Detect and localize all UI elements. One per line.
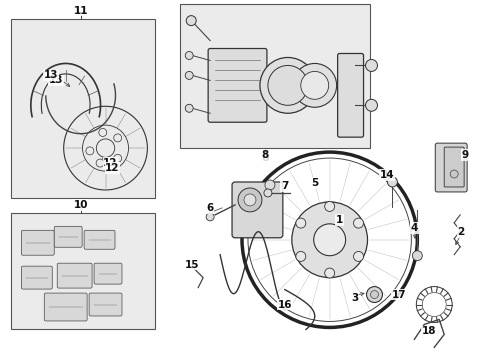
Text: 7: 7 bbox=[281, 181, 288, 191]
Circle shape bbox=[185, 71, 193, 80]
FancyBboxPatch shape bbox=[94, 263, 122, 284]
Circle shape bbox=[353, 251, 363, 261]
Circle shape bbox=[291, 202, 367, 278]
Text: 11: 11 bbox=[73, 6, 88, 15]
Circle shape bbox=[300, 71, 328, 99]
Text: 15: 15 bbox=[184, 260, 199, 270]
Circle shape bbox=[260, 58, 315, 113]
Circle shape bbox=[324, 268, 334, 278]
Text: 8: 8 bbox=[261, 150, 268, 160]
Circle shape bbox=[449, 170, 457, 178]
Circle shape bbox=[206, 213, 214, 221]
Bar bbox=[180, 4, 369, 148]
Text: 3: 3 bbox=[350, 293, 358, 302]
Circle shape bbox=[185, 104, 193, 112]
Circle shape bbox=[313, 224, 345, 256]
Circle shape bbox=[295, 251, 305, 261]
Circle shape bbox=[324, 202, 334, 211]
Circle shape bbox=[292, 63, 336, 107]
FancyBboxPatch shape bbox=[21, 266, 52, 289]
FancyBboxPatch shape bbox=[84, 230, 115, 249]
Circle shape bbox=[295, 218, 305, 228]
Text: 18: 18 bbox=[421, 327, 436, 336]
FancyBboxPatch shape bbox=[44, 293, 87, 321]
Text: 9: 9 bbox=[461, 150, 468, 160]
Circle shape bbox=[114, 134, 122, 142]
Text: 1: 1 bbox=[335, 215, 343, 225]
Text: 16: 16 bbox=[277, 300, 291, 310]
Text: 5: 5 bbox=[310, 178, 318, 188]
Circle shape bbox=[96, 139, 115, 157]
Text: 8: 8 bbox=[261, 153, 268, 163]
Text: 6: 6 bbox=[206, 203, 213, 213]
Text: 13: 13 bbox=[48, 75, 63, 85]
Text: 12: 12 bbox=[105, 163, 120, 173]
FancyBboxPatch shape bbox=[21, 230, 54, 255]
Circle shape bbox=[185, 51, 193, 59]
Circle shape bbox=[114, 154, 122, 162]
Circle shape bbox=[86, 147, 94, 155]
Circle shape bbox=[267, 66, 307, 105]
Text: 10: 10 bbox=[73, 200, 88, 210]
Text: 11: 11 bbox=[73, 6, 88, 15]
Circle shape bbox=[370, 291, 378, 298]
Text: 14: 14 bbox=[379, 170, 394, 180]
Circle shape bbox=[264, 180, 274, 190]
Text: 17: 17 bbox=[391, 289, 406, 300]
Circle shape bbox=[365, 59, 377, 71]
Circle shape bbox=[386, 177, 397, 187]
Circle shape bbox=[244, 194, 255, 206]
FancyBboxPatch shape bbox=[54, 226, 82, 247]
Circle shape bbox=[186, 15, 196, 26]
FancyBboxPatch shape bbox=[434, 143, 466, 192]
FancyBboxPatch shape bbox=[208, 49, 266, 122]
Text: 10: 10 bbox=[73, 200, 88, 210]
Text: 12: 12 bbox=[103, 158, 118, 168]
Circle shape bbox=[96, 159, 104, 167]
Text: 4: 4 bbox=[410, 223, 417, 233]
FancyBboxPatch shape bbox=[337, 54, 363, 137]
Circle shape bbox=[238, 188, 262, 212]
Circle shape bbox=[353, 218, 363, 228]
FancyBboxPatch shape bbox=[443, 147, 463, 187]
FancyBboxPatch shape bbox=[57, 263, 92, 288]
Circle shape bbox=[264, 189, 271, 197]
Text: 2: 2 bbox=[457, 227, 464, 237]
Circle shape bbox=[99, 129, 106, 136]
Circle shape bbox=[411, 251, 422, 261]
Text: 13: 13 bbox=[43, 71, 58, 80]
FancyBboxPatch shape bbox=[232, 182, 282, 238]
FancyBboxPatch shape bbox=[89, 293, 122, 316]
Circle shape bbox=[365, 99, 377, 111]
Bar bbox=[11, 19, 155, 198]
Circle shape bbox=[366, 287, 382, 302]
Bar bbox=[11, 213, 155, 329]
